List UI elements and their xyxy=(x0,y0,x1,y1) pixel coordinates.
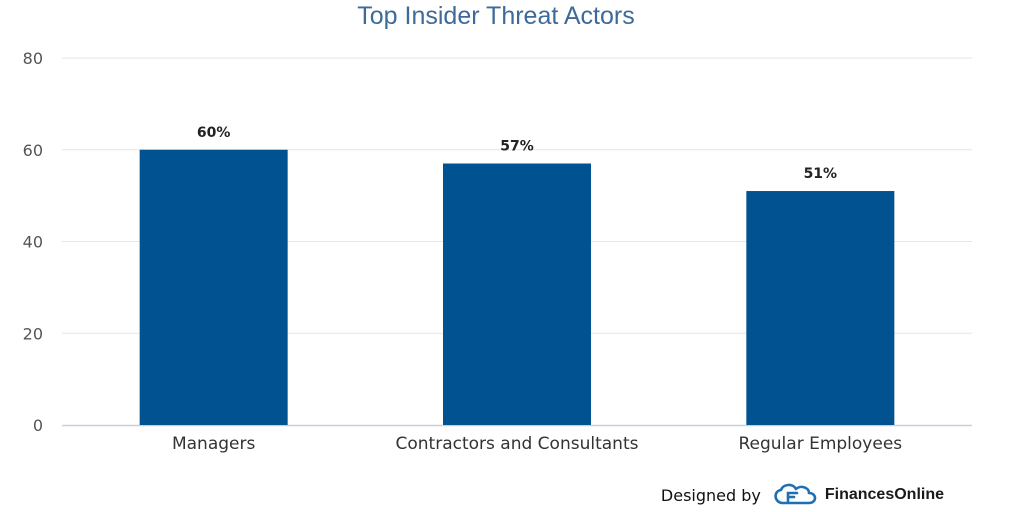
designer-credit: Designed by FinancesOnline xyxy=(661,482,944,508)
chart-title: Top Insider Threat Actors xyxy=(357,2,635,30)
data-label: 57% xyxy=(500,139,534,155)
y-tick-label: 60 xyxy=(23,141,43,160)
x-category-label: Managers xyxy=(172,434,256,454)
y-tick-label: 80 xyxy=(23,49,43,68)
bar xyxy=(746,191,895,425)
data-label: 60% xyxy=(197,125,231,141)
x-category-label: Regular Employees xyxy=(738,434,902,454)
x-category-label: Contractors and Consultants xyxy=(396,434,639,454)
y-tick-label: 20 xyxy=(23,324,43,343)
y-tick-label: 40 xyxy=(23,233,43,252)
bar xyxy=(139,149,288,425)
data-label: 51% xyxy=(804,166,838,182)
y-tick-label: 0 xyxy=(33,416,43,435)
brand-name: FinancesOnline xyxy=(824,486,944,503)
bar xyxy=(443,163,591,425)
financesonline-logo-icon xyxy=(774,483,817,505)
credit-prefix: Designed by xyxy=(660,485,761,505)
bar-chart: 0 20 40 60 80 60% Managers 57% Contractors and C… xyxy=(23,49,972,454)
